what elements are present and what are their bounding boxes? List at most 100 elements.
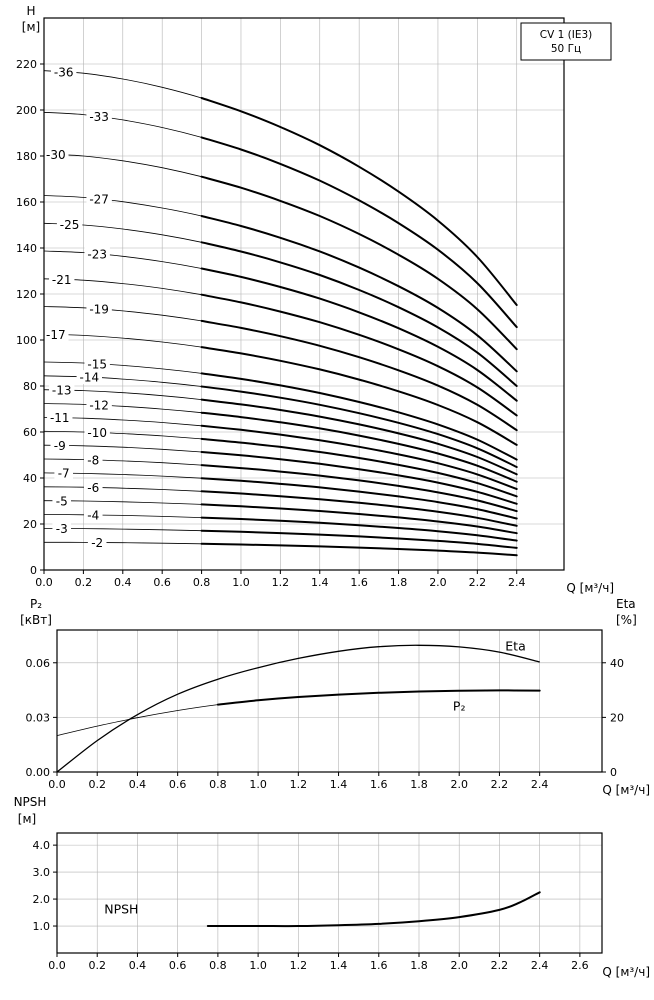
y-tick-label: 0.00 (26, 766, 51, 779)
head-curve-duty-36 (200, 97, 518, 306)
head-curve-duty-30 (200, 175, 518, 351)
x-tick-label: 2.2 (491, 778, 509, 791)
x-tick-label: 0.4 (129, 959, 147, 972)
x-tick-label: 0.0 (48, 959, 66, 972)
y-tick-label: 140 (16, 242, 37, 255)
model-frequency: 50 Гц (551, 43, 581, 55)
model-name: CV 1 (IE3) (540, 29, 592, 41)
y-tick-label: 0.06 (26, 657, 51, 670)
x-tick-label: 0.8 (193, 576, 211, 589)
y-tick-label: 100 (16, 334, 37, 347)
curve-NPSH (206, 891, 541, 928)
x-tick-label: 1.4 (330, 959, 348, 972)
npsh-chart: NPSH 0.0 0.2 0.4 0.6 0.8 1.0 1.2 1.4 1.6 1.8 2.0 2.2… (14, 795, 650, 979)
x-tick-label: 2.6 (571, 959, 589, 972)
x-tick-label: 0.2 (75, 576, 93, 589)
x-tick-label: 0.8 (209, 778, 227, 791)
x-tick-label: 2.0 (450, 778, 468, 791)
y-tick-label: 4.0 (33, 839, 51, 852)
right-axis-title-unit: [%] (616, 613, 637, 627)
stage-label-12: -12 (89, 399, 109, 413)
x-tick-label: 0.2 (88, 778, 106, 791)
model-box (520, 22, 612, 61)
x-tick-label: 0.0 (35, 576, 53, 589)
plot-border (56, 832, 603, 954)
stage-label-17: -17 (46, 328, 66, 342)
left-axis-title: P₂ (30, 597, 42, 611)
head-flow-chart: -36-33-30-27-25-23-21-19-17-15-14-13-12-… (16, 4, 614, 595)
y-axis-title-unit: [м] (18, 812, 36, 826)
x-axis-title: Q [м³/ч] (566, 581, 614, 595)
x-tick-label: 1.6 (350, 576, 368, 589)
y-tick-label: 40 (23, 472, 37, 485)
stage-label-bg (43, 327, 69, 342)
stage-label-bg (49, 272, 75, 287)
y-tick-label: 200 (16, 104, 37, 117)
stage-label-bg (83, 452, 103, 467)
stage-label-bg (86, 398, 112, 413)
stage-label-15: -15 (87, 357, 107, 371)
y-tick-label: 2.0 (33, 893, 51, 906)
stage-label-bg (86, 192, 112, 207)
stage-label-bg (84, 425, 110, 440)
stage-label-14: -14 (79, 371, 99, 385)
stage-label-bg (84, 246, 110, 261)
y-tick-label: 180 (16, 150, 37, 163)
head-curve-duty-11 (200, 424, 518, 490)
stage-label-5: -5 (56, 494, 68, 508)
stage-label-bg (76, 370, 103, 385)
y-tick-label: 80 (23, 380, 37, 393)
x-tick-label: 0.6 (153, 576, 171, 589)
head-curve-duty-17 (200, 346, 518, 446)
stage-label-25: -25 (60, 218, 80, 232)
x-tick-label: 2.2 (491, 959, 509, 972)
curve-label-NPSH: NPSH (104, 901, 138, 916)
x-tick-label: 0.0 (48, 778, 66, 791)
stage-label-bg (54, 466, 73, 481)
stage-label-bg (49, 383, 75, 398)
y-right-tick-label: 0 (610, 766, 617, 779)
stage-label-3: -3 (56, 522, 68, 536)
x-tick-label: 1.6 (370, 959, 388, 972)
x-tick-label: 0.6 (169, 959, 187, 972)
head-curve-duty-23 (200, 267, 518, 402)
head-curve-duty-6 (200, 490, 518, 527)
y-right-tick-label: 20 (610, 711, 624, 724)
x-tick-label: 2.0 (450, 959, 468, 972)
stage-label-bg (47, 410, 73, 425)
stage-label-23: -23 (87, 247, 107, 261)
y-tick-label: 220 (16, 58, 37, 71)
x-tick-label: 2.4 (508, 576, 526, 589)
y-axis-title-unit: [м] (22, 20, 40, 34)
stage-label-bg (86, 109, 112, 124)
x-tick-label: 0.8 (209, 959, 227, 972)
curve-label-P2: P₂ (453, 698, 466, 713)
stage-label-10: -10 (87, 426, 107, 440)
stage-label-bg (84, 356, 110, 371)
stage-label-33: -33 (89, 110, 109, 124)
stage-label-13: -13 (52, 384, 72, 398)
x-tick-label: 1.2 (272, 576, 290, 589)
x-tick-label: 1.8 (410, 778, 428, 791)
head-curve-duty-14 (200, 385, 518, 468)
x-tick-label: 1.8 (410, 959, 428, 972)
head-curve-duty-12 (200, 411, 518, 483)
right-axis-title: Eta (616, 597, 636, 611)
stage-label-bg (50, 438, 70, 453)
stage-label-bg (86, 302, 112, 317)
head-curve-duty-8 (200, 464, 518, 513)
stage-label-bg (52, 493, 72, 508)
stage-label-36: -36 (54, 65, 74, 79)
stage-label-11: -11 (50, 411, 70, 425)
y-tick-label: 120 (16, 288, 37, 301)
x-tick-label: 0.4 (129, 778, 147, 791)
x-tick-label: 2.4 (531, 959, 549, 972)
y-tick-label: 0 (30, 564, 37, 577)
curve-Eta (56, 644, 540, 773)
x-tick-label: 1.0 (249, 778, 267, 791)
x-tick-label: 2.4 (531, 778, 549, 791)
x-tick-label: 1.8 (390, 576, 408, 589)
y-tick-label: 3.0 (33, 866, 51, 879)
x-axis-title: Q [м³/ч] (602, 965, 650, 979)
